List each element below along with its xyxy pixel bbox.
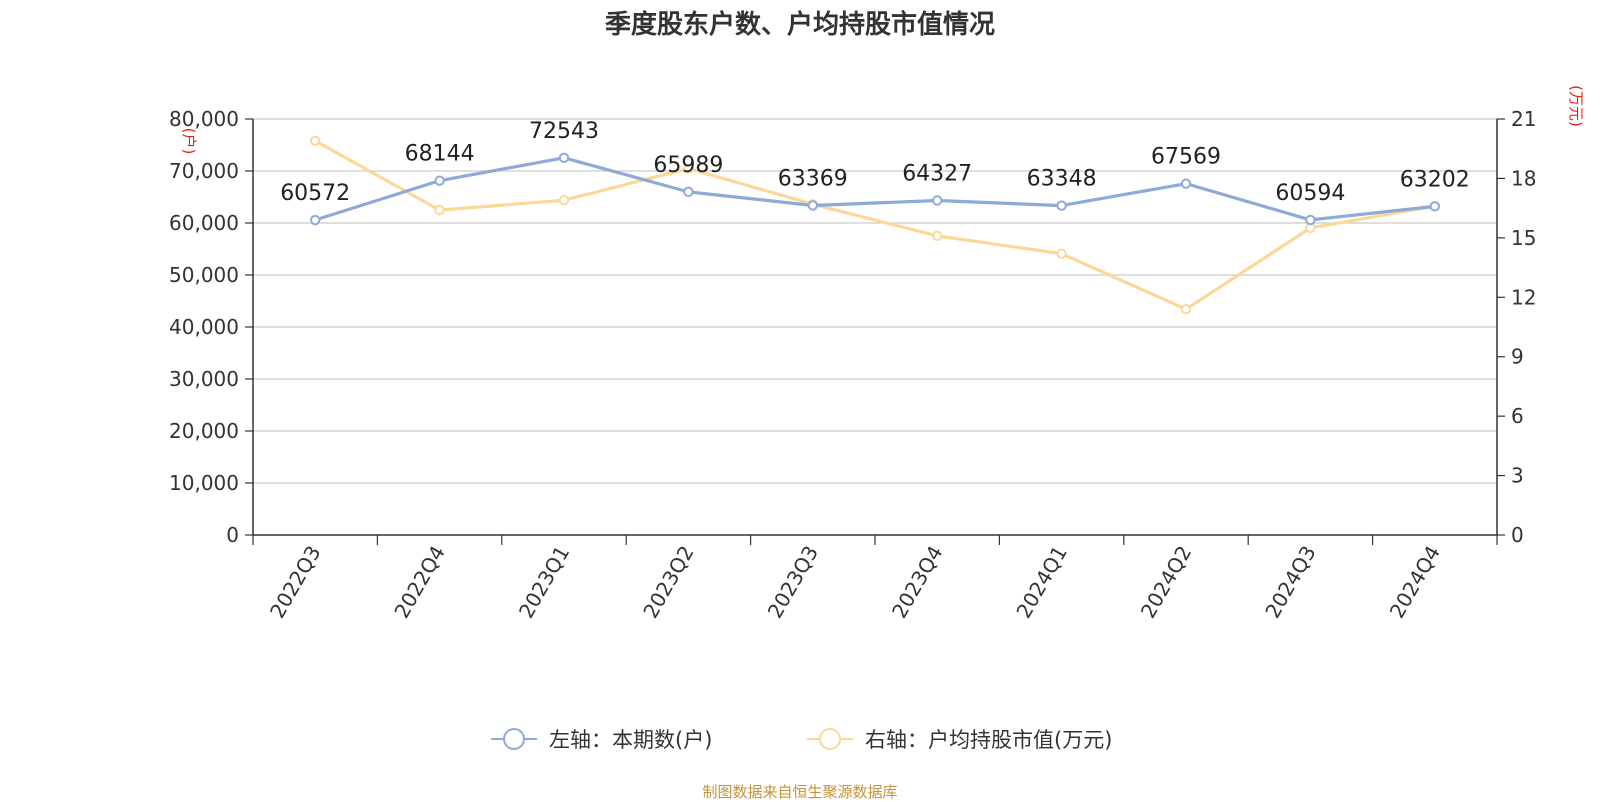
data-label: 63348 bbox=[1027, 167, 1097, 192]
right-tick-label: 12 bbox=[1511, 285, 1536, 309]
left-tick-label: 0 bbox=[226, 523, 239, 547]
data-point bbox=[310, 214, 321, 226]
data-point bbox=[434, 204, 445, 216]
x-tick-label: 2022Q4 bbox=[389, 542, 449, 623]
left-tick-label: 30,000 bbox=[169, 367, 239, 391]
data-label: 67569 bbox=[1151, 145, 1221, 170]
data-point bbox=[558, 152, 570, 163]
legend-marker bbox=[819, 728, 841, 750]
legend-marker bbox=[503, 728, 525, 750]
legend: 左轴：本期数(户) 右轴：户均持股市值(万元) bbox=[491, 728, 1112, 752]
right-axis-unit: (万元) bbox=[1567, 85, 1585, 127]
legend-label: 右轴：户均持股市值(万元) bbox=[865, 728, 1112, 752]
left-tick-label: 80,000 bbox=[169, 107, 239, 131]
right-tick-label: 15 bbox=[1511, 226, 1536, 250]
x-tick-label: 2024Q1 bbox=[1011, 542, 1071, 623]
series-line bbox=[314, 156, 1435, 222]
data-label: 63369 bbox=[778, 166, 848, 191]
x-tick-label: 2023Q3 bbox=[763, 542, 823, 623]
left-tick-label: 50,000 bbox=[169, 263, 239, 287]
data-point bbox=[1305, 214, 1316, 226]
x-tick-label: 2024Q3 bbox=[1260, 542, 1320, 623]
data-point bbox=[1056, 248, 1067, 259]
right-tick-label: 18 bbox=[1511, 166, 1536, 190]
right-tick-label: 3 bbox=[1511, 464, 1524, 488]
data-point bbox=[310, 135, 321, 146]
data-point bbox=[1429, 201, 1441, 212]
data-label: 68144 bbox=[405, 142, 475, 167]
x-tick-label: 2023Q2 bbox=[638, 542, 698, 623]
data-point bbox=[932, 195, 943, 206]
left-tick-label: 10,000 bbox=[169, 471, 239, 495]
data-point bbox=[807, 200, 818, 211]
data-point bbox=[683, 186, 694, 198]
data-point bbox=[1056, 200, 1067, 211]
legend-label: 左轴：本期数(户) bbox=[549, 728, 712, 752]
right-tick-label: 21 bbox=[1511, 107, 1536, 131]
chart-title: 季度股东户数、户均持股市值情况 bbox=[604, 10, 995, 40]
right-tick-label: 6 bbox=[1511, 404, 1524, 428]
grid-lines bbox=[253, 118, 1497, 484]
left-tick-label: 20,000 bbox=[169, 419, 239, 443]
source-note: 制图数据来自恒生聚源数据库 bbox=[702, 783, 898, 801]
data-point bbox=[434, 175, 445, 186]
data-label: 72543 bbox=[529, 119, 599, 144]
data-point bbox=[1180, 178, 1192, 189]
data-label: 64327 bbox=[902, 161, 972, 186]
data-labels: 60572 68144 72543 65989 63369 64327 63348 67569… bbox=[280, 119, 1470, 206]
data-label: 65989 bbox=[653, 153, 723, 178]
right-tick-label: 9 bbox=[1511, 345, 1524, 369]
x-tick-label: 2023Q4 bbox=[887, 542, 947, 623]
left-axis-unit: (户) bbox=[180, 128, 198, 155]
x-tick-label: 2024Q2 bbox=[1136, 542, 1196, 623]
x-tick-label: 2023Q1 bbox=[514, 542, 574, 623]
data-point bbox=[1180, 303, 1192, 315]
data-label: 63202 bbox=[1400, 167, 1470, 192]
series-lines bbox=[310, 135, 1441, 315]
data-label: 60594 bbox=[1275, 181, 1345, 206]
x-tick-label: 2022Q3 bbox=[265, 542, 325, 623]
data-point bbox=[683, 163, 694, 174]
x-tick-label: 2024Q4 bbox=[1385, 542, 1445, 623]
left-tick-label: 70,000 bbox=[169, 159, 239, 183]
left-tick-label: 40,000 bbox=[169, 315, 239, 339]
data-point bbox=[558, 195, 570, 206]
series-line bbox=[314, 139, 1436, 311]
right-tick-label: 0 bbox=[1511, 523, 1524, 547]
data-label: 60572 bbox=[280, 181, 350, 206]
data-point bbox=[932, 230, 943, 242]
axes: 0 10,000 20,000 30,000 40,000 50,000 60,000 70,… bbox=[169, 85, 1585, 622]
left-tick-label: 60,000 bbox=[169, 211, 239, 235]
